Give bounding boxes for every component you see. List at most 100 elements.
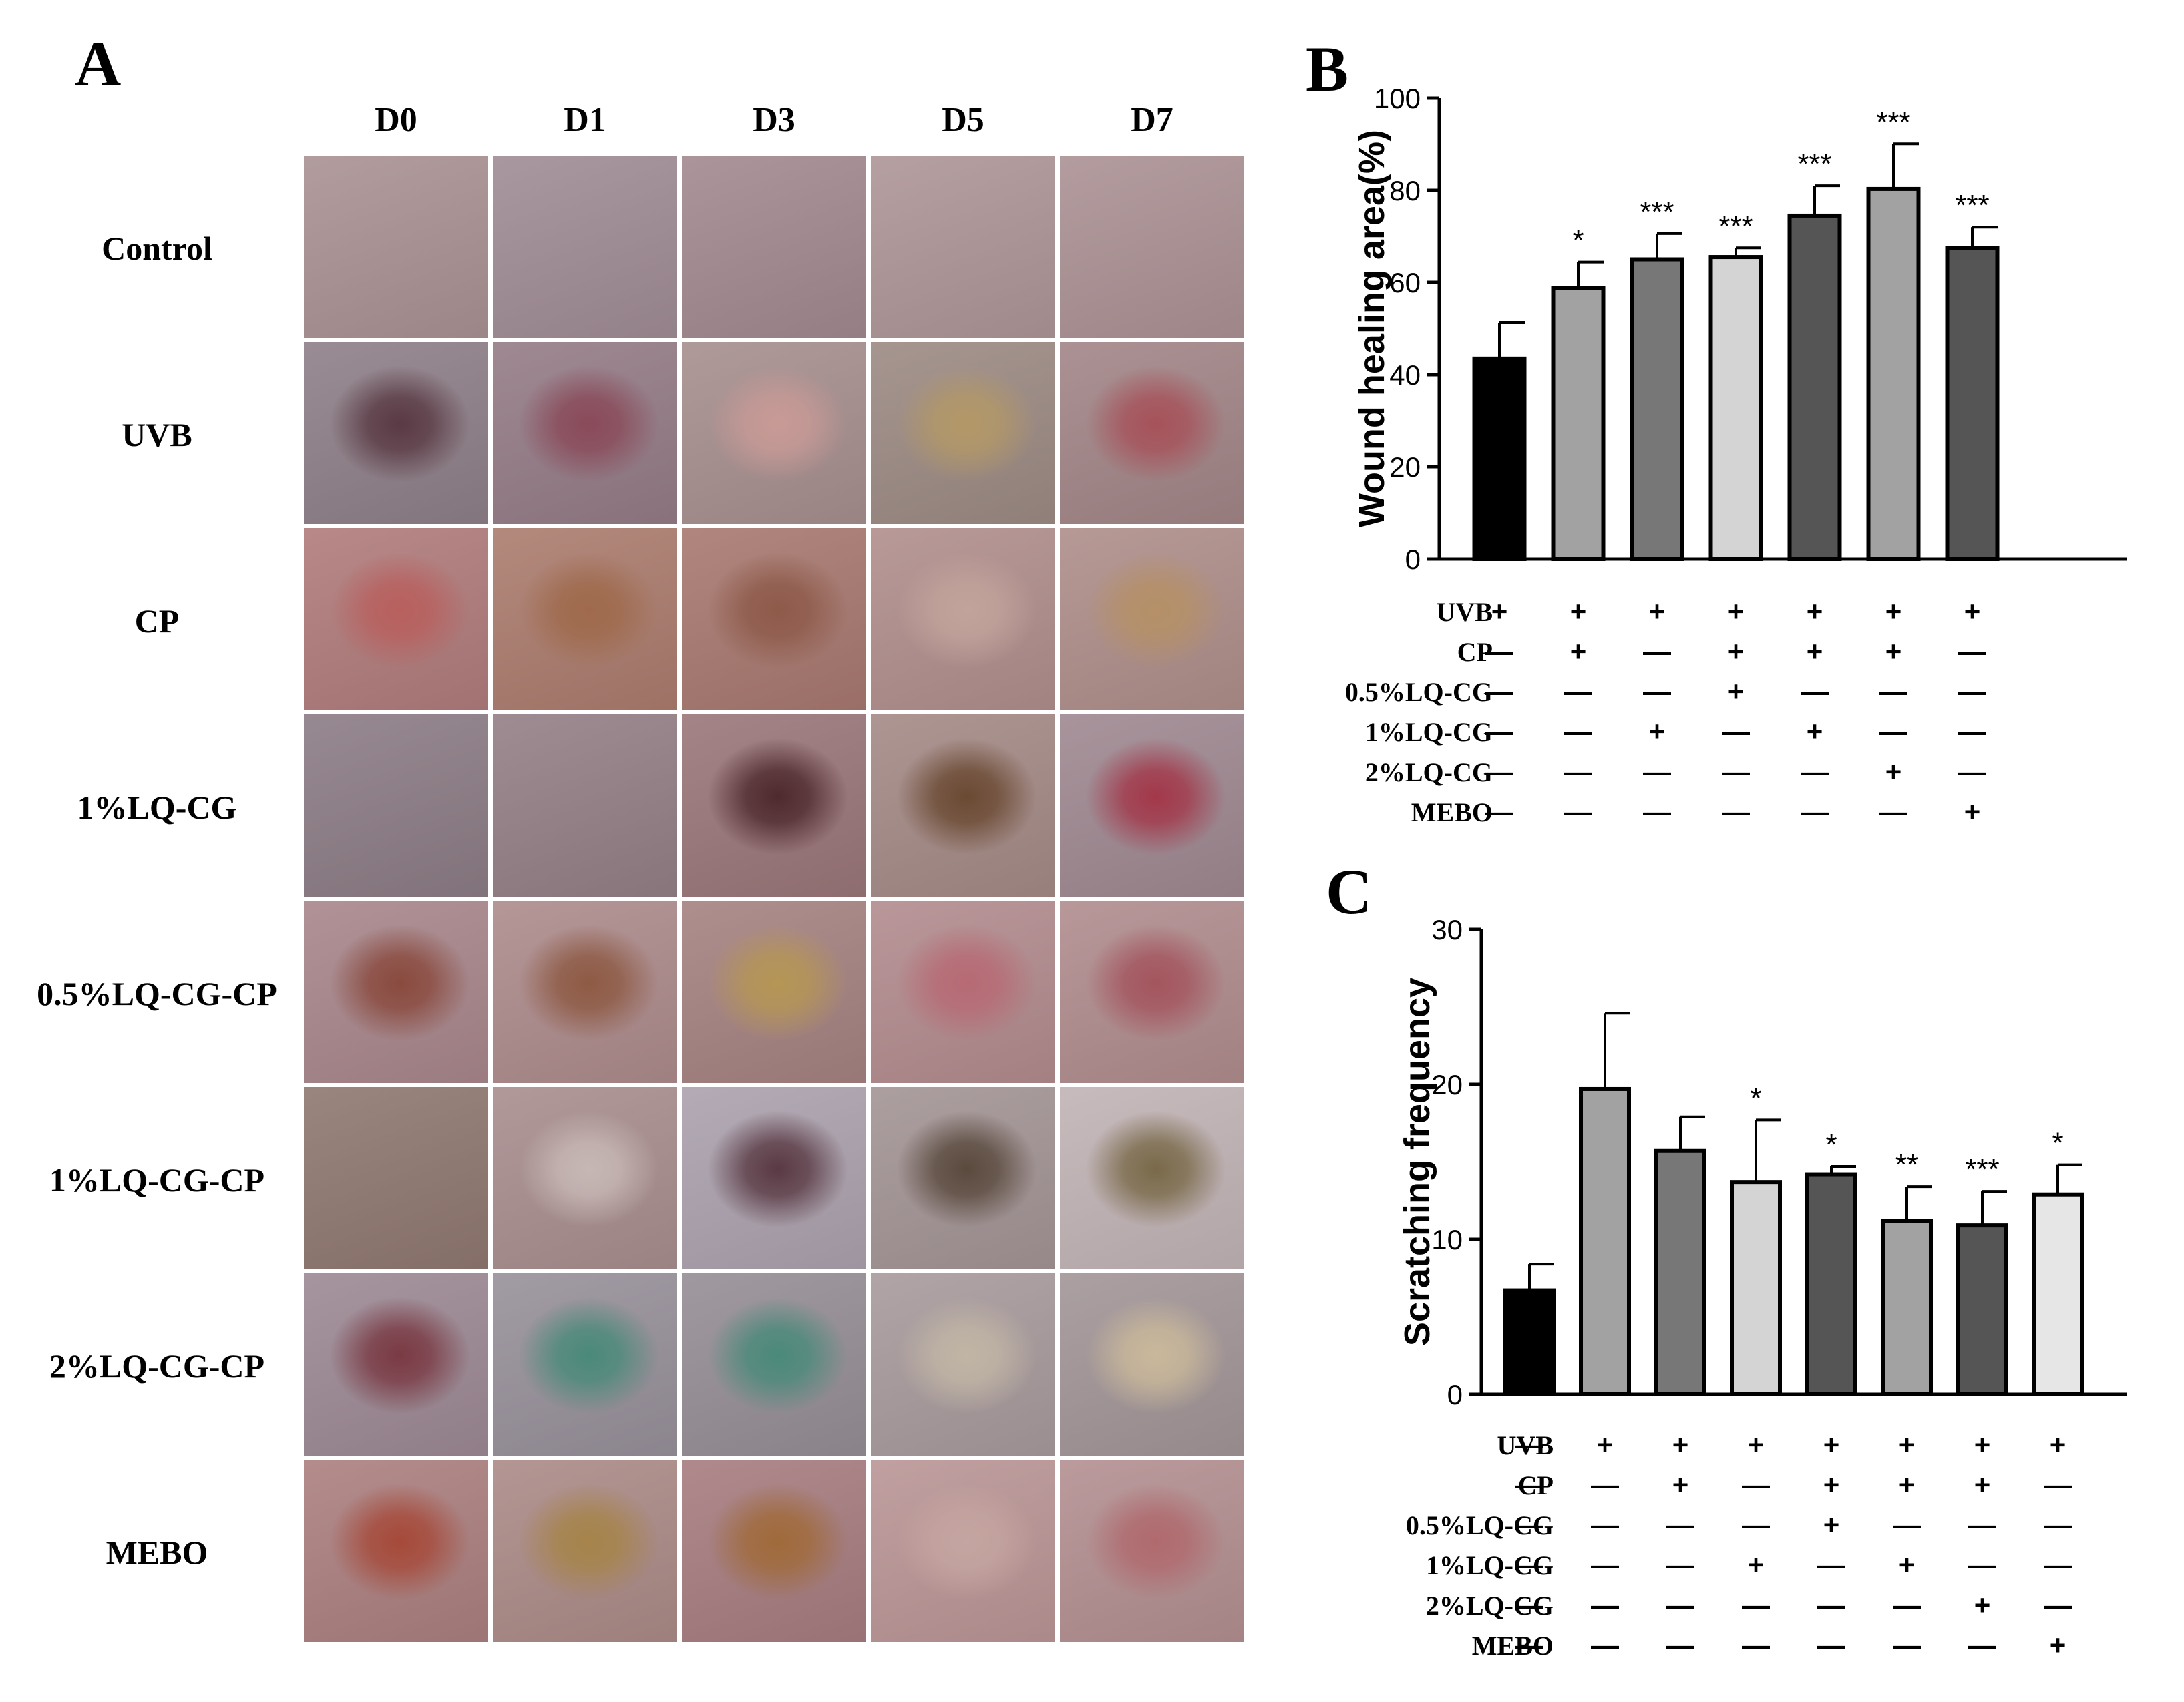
treatment-label: MEBO — [1472, 1631, 1554, 1661]
y-tick-label: 60 — [1389, 267, 1421, 298]
wound-photo — [493, 342, 677, 524]
group-label-cp: CP — [134, 602, 180, 640]
y-tick-label: 100 — [1374, 83, 1421, 114]
y-tick-label: 80 — [1389, 175, 1421, 206]
treatment-minus: — — [1666, 1629, 1694, 1661]
bar — [1805, 1172, 1857, 1396]
treatment-minus: — — [1564, 716, 1592, 747]
treatment-minus: — — [1968, 1549, 1996, 1580]
treatment-minus: — — [1879, 676, 1907, 707]
treatment-minus: — — [2044, 1549, 2072, 1580]
wound-photo — [493, 1273, 677, 1456]
treatment-plus: + — [1748, 1429, 1765, 1460]
significance-label: ** — [1895, 1148, 1918, 1181]
group-label-control: Control — [102, 230, 212, 267]
treatment-minus: — — [1515, 1509, 1543, 1540]
treatment-plus: + — [2050, 1629, 2066, 1661]
treatment-minus: — — [1968, 1629, 1996, 1661]
bar — [1787, 213, 1842, 561]
wound-photo — [304, 156, 488, 338]
day-header-d3: D3 — [753, 101, 795, 139]
panel-label-c: C — [1326, 856, 1373, 927]
treatment-minus: — — [1742, 1469, 1770, 1500]
wound-photo — [1060, 528, 1244, 710]
treatment-minus: — — [2044, 1469, 2072, 1500]
treatment-plus: + — [1885, 636, 1902, 667]
wound-photo — [871, 901, 1055, 1083]
wound-photo — [304, 1460, 488, 1642]
wound-photo — [493, 156, 677, 338]
bar — [1654, 1148, 1706, 1396]
treatment-minus: — — [1591, 1589, 1619, 1621]
significance-label: *** — [1640, 196, 1674, 228]
wound-photo — [682, 1087, 866, 1269]
y-tick-label: 30 — [1431, 914, 1463, 945]
treatment-plus: + — [1899, 1469, 1916, 1500]
wound-photo — [493, 528, 677, 710]
treatment-minus: — — [1591, 1549, 1619, 1580]
treatment-plus: + — [1807, 636, 1823, 667]
treatment-minus: — — [1817, 1589, 1845, 1621]
treatment-label: 2%LQ-CG — [1365, 757, 1493, 787]
treatment-label: 0.5%LQ-CG — [1345, 677, 1493, 707]
bar — [1472, 356, 1527, 561]
treatment-plus: + — [1974, 1589, 1991, 1621]
treatment-plus: + — [1964, 796, 1981, 827]
treatment-minus: — — [1666, 1589, 1694, 1621]
wound-photo — [682, 714, 866, 897]
day-header-d1: D1 — [564, 101, 606, 139]
bar — [1503, 1288, 1556, 1396]
treatment-minus: — — [1817, 1629, 1845, 1661]
treatment-minus: — — [1591, 1509, 1619, 1540]
y-tick-label: 20 — [1389, 451, 1421, 483]
wound-photo — [304, 1273, 488, 1456]
treatment-plus: + — [1728, 596, 1745, 627]
significance-label: * — [1572, 224, 1584, 257]
y-tick-label: 20 — [1431, 1069, 1463, 1100]
wound-photo — [1060, 714, 1244, 897]
panel-label-b: B — [1306, 33, 1349, 105]
treatment-minus: — — [1485, 636, 1513, 667]
wound-photo — [682, 1460, 866, 1642]
treatment-plus: + — [1672, 1469, 1689, 1500]
wound-photo — [304, 714, 488, 897]
wound-photo — [871, 1273, 1055, 1456]
treatment-minus: — — [1893, 1589, 1921, 1621]
wound-photo — [682, 528, 866, 710]
group-label-mebo: MEBO — [106, 1534, 208, 1571]
treatment-plus: + — [1597, 1429, 1614, 1460]
treatment-minus: — — [1515, 1549, 1543, 1580]
treatment-label: 1%LQ-CG — [1365, 717, 1493, 747]
treatment-label: CP — [1518, 1470, 1554, 1500]
treatment-minus: — — [1515, 1469, 1543, 1500]
treatment-plus: + — [1649, 596, 1666, 627]
treatment-plus: + — [2050, 1429, 2066, 1460]
treatment-minus: — — [1958, 636, 1986, 667]
wound-photo — [493, 1460, 677, 1642]
bar — [1866, 186, 1921, 561]
treatment-plus: + — [1807, 716, 1823, 747]
treatment-plus: + — [1974, 1469, 1991, 1500]
y-tick-label: 10 — [1431, 1224, 1463, 1255]
significance-label: * — [1750, 1082, 1761, 1114]
significance-label: *** — [1718, 210, 1753, 242]
significance-label: *** — [1965, 1153, 1999, 1186]
wound-photo — [304, 342, 488, 524]
group-label-1-lq-cg-cp: 1%LQ-CG-CP — [49, 1161, 265, 1199]
wound-photo — [871, 528, 1055, 710]
treatment-minus: — — [1564, 756, 1592, 787]
wound-photo — [682, 156, 866, 338]
wound-photo — [871, 342, 1055, 524]
treatment-label: UVB — [1437, 597, 1493, 627]
treatment-minus: — — [2044, 1509, 2072, 1540]
treatment-plus: + — [1899, 1549, 1916, 1580]
wound-photo — [304, 901, 488, 1083]
treatment-minus: — — [1485, 796, 1513, 827]
treatment-minus: — — [1742, 1509, 1770, 1540]
significance-label: * — [2052, 1127, 2063, 1160]
treatment-minus: — — [1801, 756, 1829, 787]
treatment-minus: — — [1968, 1509, 1996, 1540]
treatment-minus: — — [1722, 796, 1750, 827]
wound-photo — [871, 714, 1055, 897]
